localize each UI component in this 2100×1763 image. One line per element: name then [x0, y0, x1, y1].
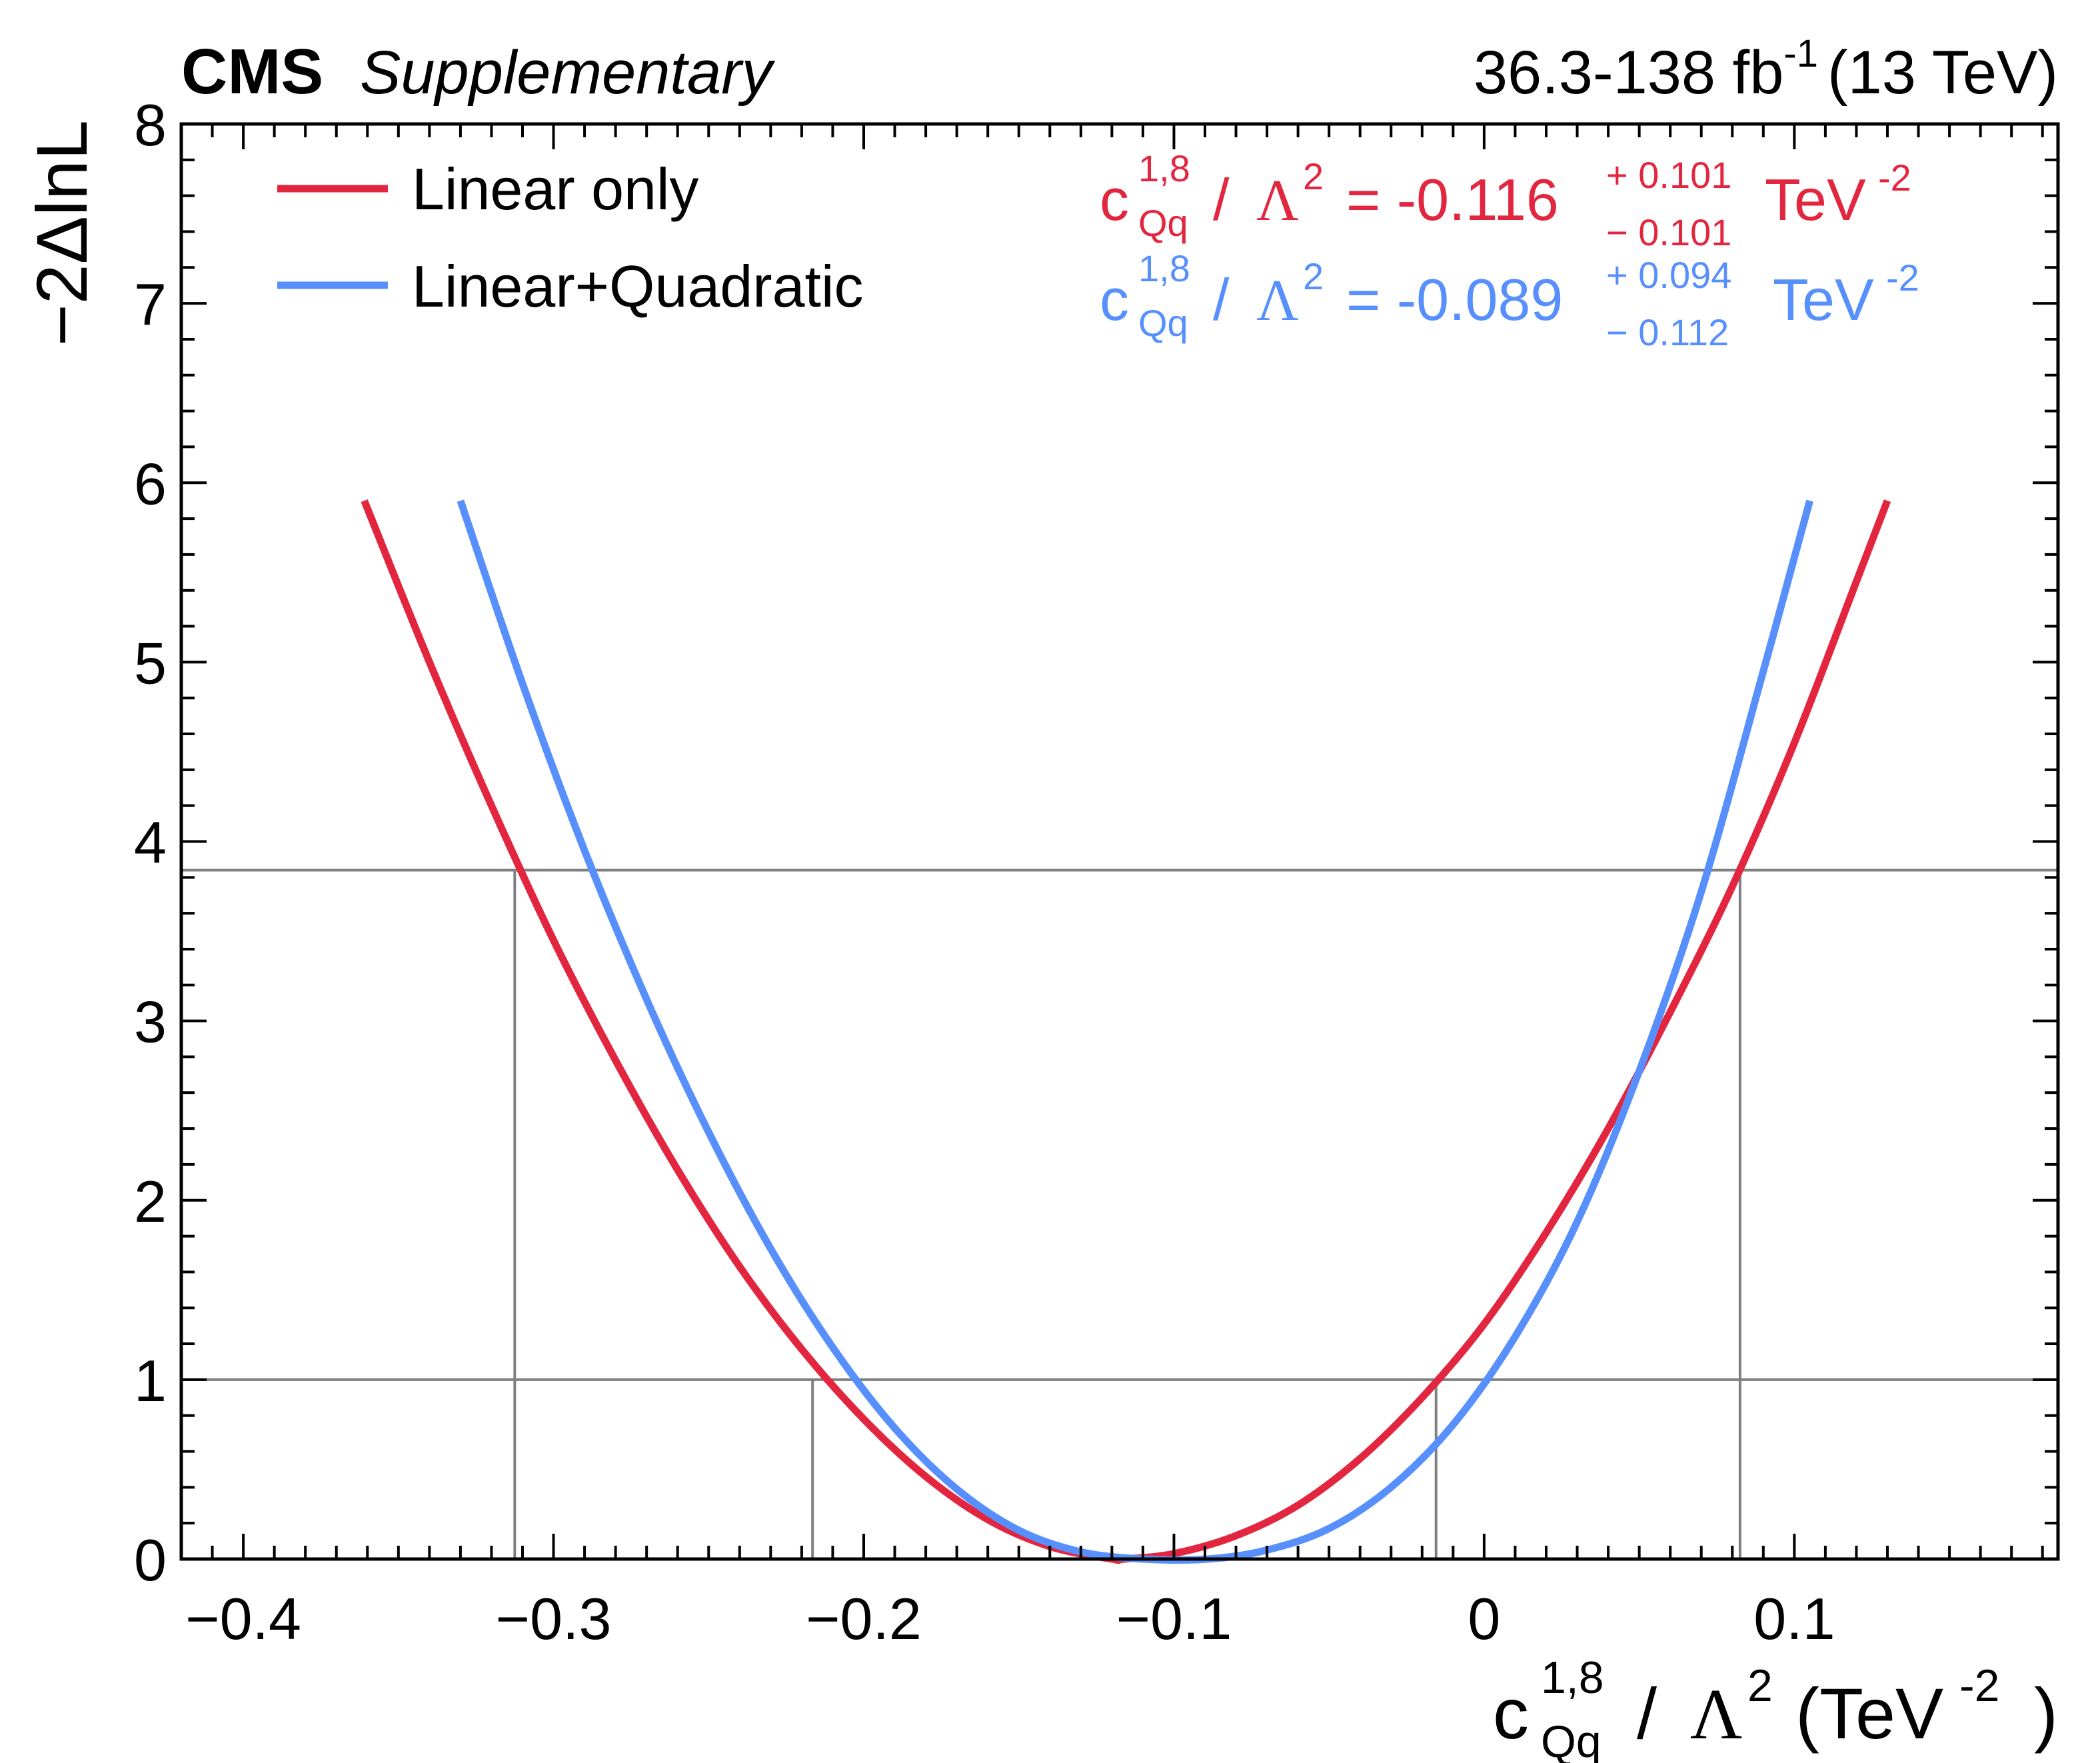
result-quadratic-lambda: Λ [1256, 269, 1299, 333]
result-quadratic-c: c [1100, 267, 1129, 333]
x-label-sub: Qq [1541, 1716, 1601, 1763]
header-experiment: CMS [181, 36, 323, 107]
x-label-unit-close: ) [2034, 1673, 2058, 1754]
x-label-slash: / [1637, 1673, 1657, 1754]
result-linear-unit: TeV [1765, 167, 1866, 233]
plot-frame [179, 122, 2060, 1561]
x-tick-labels: −0.4 −0.3 −0.2 −0.1 0 0.1 [185, 1586, 1835, 1652]
y-tick-label: 7 [134, 271, 167, 337]
header-tag: Supplementary [360, 39, 776, 107]
result-quadratic-lambda-exp: 2 [1303, 255, 1324, 297]
x-label-unit-exp: -2 [1959, 1660, 1999, 1711]
y-tick-label: 8 [134, 92, 167, 158]
legend-label-linear: Linear only [412, 156, 699, 222]
y-tick-label: 6 [134, 451, 167, 517]
x-tick-label: 0 [1468, 1586, 1500, 1652]
x-label-sup: 1,8 [1541, 1652, 1604, 1703]
header-lumi-exp: -1 [1783, 32, 1818, 75]
axis-ticks [180, 123, 2058, 1560]
header-lumi: 36.3-138 fb-1 (13 TeV) [1474, 32, 2058, 107]
result-quadratic-unit-exp: -2 [1886, 257, 1919, 299]
x-label-unit-open: (TeV [1795, 1673, 1943, 1754]
result-linear-down: − 0.101 [1606, 211, 1731, 253]
x-axis-label: c 1,8 Qq / Λ 2 (TeV -2 ) [1493, 1652, 2058, 1763]
y-tick-labels: 0 1 2 3 4 5 6 7 8 [134, 92, 167, 1593]
y-tick-label: 0 [134, 1527, 167, 1593]
y-tick-label: 4 [134, 810, 167, 876]
x-tick-label: −0.2 [806, 1586, 922, 1652]
result-linear: c 1,8 Qq / Λ 2 = -0.116 + 0.101 − 0.101 … [1100, 147, 1911, 253]
legend-label-quadratic: Linear+Quadratic [412, 253, 864, 319]
result-quadratic-unit: TeV [1773, 267, 1874, 333]
reference-lines [181, 869, 2058, 1381]
result-quadratic-sup: 1,8 [1138, 247, 1190, 289]
x-label-lambda: Λ [1690, 1675, 1742, 1754]
y-tick-label: 5 [134, 630, 167, 696]
result-linear-lambda-exp: 2 [1303, 155, 1324, 197]
result-linear-unit-exp: -2 [1878, 157, 1911, 199]
result-quadratic-sub: Qq [1138, 302, 1188, 344]
result-linear-c: c [1100, 167, 1129, 233]
result-linear-lambda: Λ [1256, 169, 1299, 233]
header-energy: (13 TeV) [1827, 39, 2058, 107]
result-quadratic: c 1,8 Qq / Λ 2 = -0.089 + 0.094 − 0.112 … [1100, 247, 1919, 353]
result-quadratic-up: + 0.094 [1606, 254, 1731, 296]
y-axis-label: −2ΔlnL [21, 120, 102, 346]
result-linear-sub: Qq [1138, 202, 1188, 244]
y-tick-label: 3 [134, 989, 167, 1055]
legend: Linear only Linear+Quadratic [277, 156, 864, 319]
result-linear-up: + 0.101 [1606, 154, 1731, 196]
result-quadratic-slash: / [1213, 267, 1230, 333]
x-label-lambda-exp: 2 [1747, 1660, 1773, 1711]
result-quadratic-down: − 0.112 [1606, 311, 1729, 353]
result-linear-sup: 1,8 [1138, 147, 1190, 189]
result-linear-eq: = -0.116 [1346, 167, 1559, 233]
result-linear-slash: / [1213, 167, 1230, 233]
x-tick-label: −0.4 [185, 1586, 301, 1652]
interval-markers [513, 870, 1741, 1559]
x-tick-label: 0.1 [1753, 1586, 1835, 1652]
x-tick-label: −0.3 [496, 1586, 612, 1652]
x-label-c: c [1493, 1673, 1529, 1754]
x-tick-label: −0.1 [1116, 1586, 1232, 1652]
y-tick-label: 1 [134, 1348, 167, 1414]
result-quadratic-eq: = -0.089 [1346, 267, 1563, 333]
likelihood-curves [361, 499, 1891, 1564]
y-tick-label: 2 [134, 1168, 167, 1234]
curve-linear [361, 499, 1891, 1564]
header-lumi-main: 36.3-138 fb [1474, 39, 1783, 107]
curve-quadratic [457, 499, 1813, 1564]
